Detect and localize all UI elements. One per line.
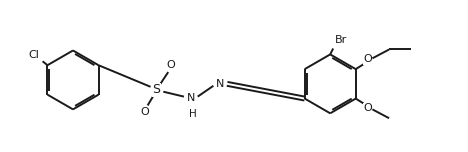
- Text: Cl: Cl: [29, 50, 40, 60]
- Text: N: N: [216, 79, 225, 89]
- Text: O: O: [140, 107, 149, 117]
- Text: O: O: [363, 54, 372, 64]
- Text: Br: Br: [335, 35, 347, 45]
- Text: O: O: [363, 103, 372, 113]
- Text: O: O: [167, 60, 176, 70]
- Text: H: H: [189, 109, 197, 119]
- Text: S: S: [153, 83, 161, 96]
- Text: N: N: [187, 93, 195, 103]
